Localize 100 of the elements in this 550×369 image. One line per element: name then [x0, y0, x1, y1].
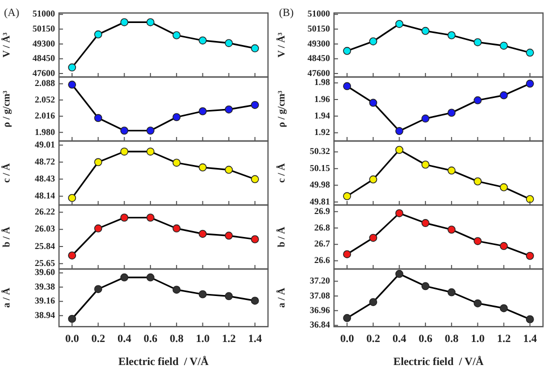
point [68, 251, 76, 260]
y-tick-label: 36.96 [310, 304, 330, 315]
point [448, 108, 456, 117]
y-tick-label: 1.96 [314, 94, 330, 104]
point [172, 158, 181, 167]
point [448, 288, 456, 296]
point [500, 42, 508, 50]
point [224, 292, 233, 300]
y-axis-title: b / Å [0, 226, 13, 248]
point [395, 146, 404, 154]
y-axis-title: V / Å³ [276, 32, 288, 58]
y-tick-label: 48.72 [34, 156, 56, 166]
x-tick-label: 0.8 [444, 333, 459, 346]
point [94, 285, 102, 294]
point [474, 237, 482, 246]
point [500, 91, 508, 100]
x-tick-label: 0.2 [91, 333, 106, 346]
point [343, 82, 352, 90]
x-tick-label: 1.2 [222, 333, 236, 346]
x-tick-label: 0.0 [340, 333, 354, 346]
point [146, 214, 154, 222]
point [421, 160, 430, 169]
point [120, 18, 128, 26]
point [198, 36, 207, 44]
x-tick-label: 0.4 [117, 333, 132, 346]
point [250, 44, 259, 52]
point [68, 194, 76, 202]
y-tick-label: 1.980 [34, 126, 56, 137]
point [224, 105, 233, 114]
point [369, 234, 378, 242]
x-tick-label: 0.8 [170, 333, 184, 346]
y-tick-label: 50150 [308, 24, 330, 34]
y-tick-label: 26.03 [34, 224, 56, 234]
y-tick-label: 49300 [32, 38, 56, 48]
x-tick-label: 1.2 [496, 333, 512, 346]
x-tick-label: 1.4 [523, 333, 538, 346]
point [369, 298, 378, 306]
y-tick-label: 2.016 [34, 110, 56, 121]
y-tick-label: 1.92 [314, 127, 330, 138]
y-tick-label: 38.94 [34, 310, 56, 320]
chart-title: (A) [4, 6, 20, 19]
y-tick-label: 49.01 [34, 139, 56, 150]
point [369, 175, 378, 184]
point [448, 31, 456, 40]
point [94, 114, 102, 122]
point [526, 195, 534, 204]
point [120, 214, 128, 222]
point [198, 230, 207, 238]
point [448, 226, 456, 234]
y-axis-title: ρ / g/cm³ [2, 90, 13, 128]
x-axis-title: Electric field / V/Å [393, 355, 484, 368]
y-tick-label: 26.22 [34, 206, 56, 217]
y-axis-title: a / Å [0, 287, 13, 308]
x-axis-title: Electric field / V/Å [118, 355, 209, 368]
point [500, 242, 508, 250]
point [448, 166, 456, 175]
x-tick-label: 0.6 [418, 333, 433, 346]
y-tick-label: 25.84 [34, 240, 56, 251]
y-tick-label: 49300 [308, 38, 330, 48]
point [500, 183, 508, 192]
point [395, 270, 404, 278]
y-tick-label: 1.94 [314, 110, 330, 120]
point [198, 290, 207, 298]
point [395, 127, 404, 136]
point [146, 18, 154, 26]
y-axis-title: V / Å³ [0, 32, 13, 58]
point [421, 114, 430, 123]
y-tick-label: 51000 [32, 8, 56, 19]
y-tick-label: 39.38 [34, 281, 56, 292]
point [369, 98, 378, 107]
y-axis-title: c / Å [0, 162, 13, 183]
point [474, 177, 482, 186]
point [146, 126, 154, 135]
point [474, 299, 482, 308]
point [172, 113, 181, 122]
point [343, 46, 352, 55]
point [500, 304, 508, 312]
point [395, 209, 404, 218]
y-tick-label: 26.9 [314, 206, 330, 216]
y-tick-label: 51000 [308, 8, 330, 19]
point [172, 286, 181, 294]
point [395, 20, 404, 28]
x-tick-label: 0.0 [65, 333, 80, 346]
x-tick-label: 0.6 [144, 333, 158, 346]
point [68, 63, 76, 72]
point [94, 224, 102, 232]
point [250, 296, 259, 305]
y-tick-label: 26.6 [314, 255, 330, 266]
point [120, 148, 128, 156]
point [172, 31, 181, 40]
point [224, 39, 233, 48]
y-axis-title: b / Å [276, 226, 288, 248]
y-tick-label: 37.20 [310, 276, 330, 286]
point [146, 273, 154, 282]
point [526, 48, 534, 57]
y-tick-label: 37.08 [310, 290, 330, 300]
y-tick-label: 39.60 [34, 267, 56, 278]
point [343, 192, 352, 200]
y-tick-label: 47600 [32, 68, 56, 78]
point [474, 96, 482, 104]
